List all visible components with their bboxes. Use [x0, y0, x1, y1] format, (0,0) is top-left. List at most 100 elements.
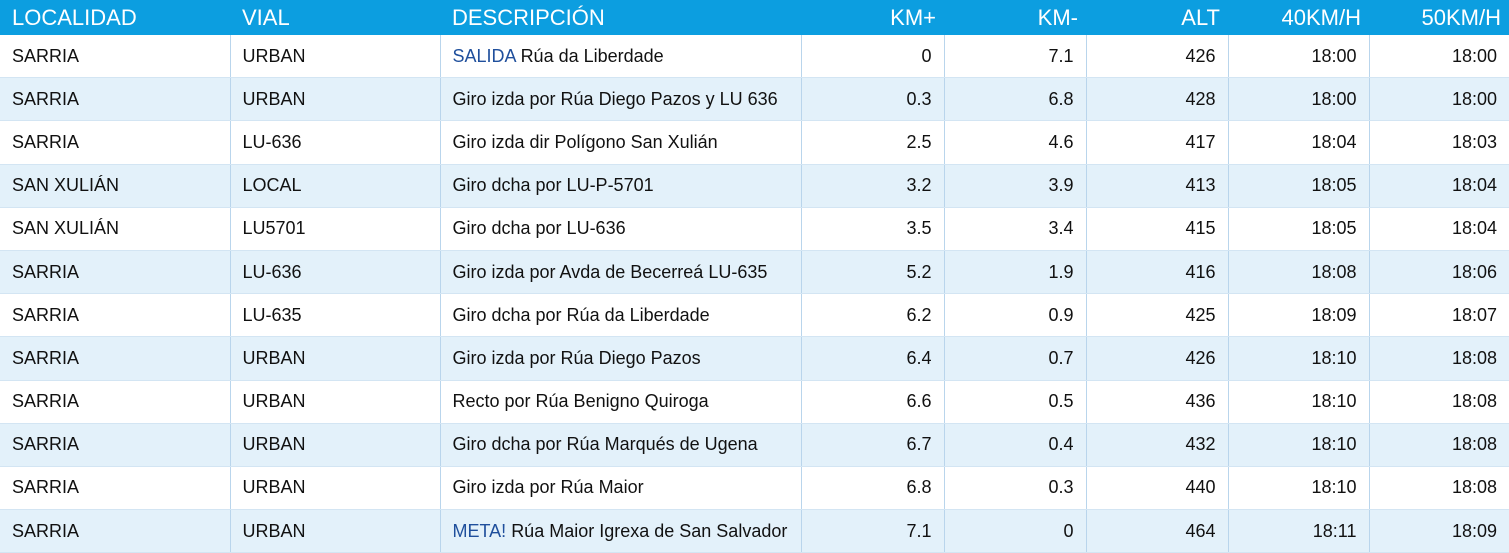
table-cell: 0.3	[943, 466, 1086, 511]
table-cell: 18:10	[1227, 466, 1369, 511]
table-cell: 426	[1085, 336, 1228, 381]
table-cell: URBAN	[229, 35, 440, 79]
column-header: KM+	[801, 0, 944, 35]
table-cell: 0.7	[943, 336, 1086, 381]
column-header: VIAL	[230, 0, 440, 35]
description-text: Giro dcha por LU-P-5701	[452, 175, 654, 196]
table-cell: 18:05	[1227, 164, 1369, 208]
table-cell: 1.9	[943, 250, 1086, 295]
table-cell: 3.9	[943, 164, 1086, 208]
table-cell: 3.5	[800, 207, 944, 251]
table-cell: 416	[1085, 250, 1228, 295]
table-cell: 18:10	[1227, 336, 1369, 381]
table-cell: 3.4	[943, 207, 1086, 251]
table-cell: 432	[1085, 423, 1228, 467]
table-cell: 18:00	[1227, 35, 1369, 79]
table-cell: 18:09	[1368, 509, 1509, 553]
table-row: SARRIA URBAN SALIDA Rúa da Liberdade 0 7.1 42…	[0, 35, 1509, 79]
table-cell: 415	[1085, 207, 1228, 251]
table-row: SARRIA URBAN Giro izda por Rúa Diego Pazos…	[0, 336, 1509, 381]
table-row: SARRIA LU-636 Giro izda dir Polígono San X…	[0, 120, 1509, 165]
table-row: SARRIA URBAN META! Rúa Maior Igrexa de San…	[0, 509, 1509, 553]
table-cell: SARRIA	[0, 250, 230, 295]
description-text: Giro izda por Rúa Maior	[452, 477, 644, 498]
column-header: 40KM/H	[1228, 0, 1369, 35]
description-text: Giro dcha por LU-636	[452, 218, 626, 239]
description-cell: Giro dcha por LU-P-5701	[439, 164, 801, 208]
table-cell: 18:06	[1368, 250, 1509, 295]
table-row: SARRIA URBAN Giro izda por Rúa Diego Pazos…	[0, 77, 1509, 122]
description-text: Giro izda por Rúa Diego Pazos	[452, 347, 701, 368]
description-text: Rúa Maior Igrexa de San Salvador	[511, 520, 788, 541]
column-header: DESCRIPCIÓN	[440, 0, 801, 35]
table-cell: 413	[1085, 164, 1228, 208]
description-cell: Giro izda por Avda de Becerreá LU-635	[439, 250, 801, 295]
table-cell: 4.6	[943, 120, 1086, 165]
column-header: LOCALIDAD	[0, 0, 230, 35]
table-cell: 18:04	[1368, 207, 1509, 251]
table-cell: 6.4	[800, 336, 944, 381]
description-cell: Giro izda por Rúa Diego Pazos	[439, 336, 801, 381]
description-cell: Giro dcha por LU-636	[439, 207, 801, 251]
table-body: SARRIA URBAN SALIDA Rúa da Liberdade 0 7.1 42…	[0, 35, 1509, 553]
description-cell: Giro izda por Rúa Diego Pazos y LU 636	[439, 77, 801, 122]
table-cell: 0.5	[943, 380, 1086, 424]
description-cell: Giro dcha por Rúa da Liberdade	[439, 293, 801, 338]
table-cell: 6.6	[800, 380, 944, 424]
table-cell: 18:08	[1368, 336, 1509, 381]
description-cell: Recto por Rúa Benigno Quiroga	[439, 380, 801, 424]
table-row: SAN XULIÁN LOCAL Giro dcha por LU-P-5701 3.…	[0, 164, 1509, 208]
description-text: Giro dcha por Rúa Marqués de Ugena	[452, 434, 758, 455]
table-cell: 428	[1085, 77, 1228, 122]
table-cell: URBAN	[229, 509, 440, 553]
table-cell: SARRIA	[0, 380, 230, 424]
table-cell: 18:08	[1368, 380, 1509, 424]
highlight-label: SALIDA	[452, 45, 516, 66]
table-cell: 18:10	[1227, 380, 1369, 424]
description-cell: SALIDA Rúa da Liberdade	[439, 35, 801, 79]
table-cell: 3.2	[800, 164, 944, 208]
header-row: LOCALIDAD VIAL DESCRIPCIÓN KM+ KM- ALT 40KM/H 5…	[0, 0, 1509, 35]
table-cell: URBAN	[229, 336, 440, 381]
table-cell: 6.8	[943, 77, 1086, 122]
description-text: Giro dcha por Rúa da Liberdade	[452, 304, 710, 325]
table-cell: 18:08	[1227, 250, 1369, 295]
table-cell: 18:03	[1368, 120, 1509, 165]
table-cell: 18:00	[1368, 35, 1509, 79]
table-cell: 0.9	[943, 293, 1086, 338]
table-cell: SARRIA	[0, 509, 230, 553]
table-cell: LU-636	[229, 120, 440, 165]
column-header: ALT	[1086, 0, 1228, 35]
table-cell: SARRIA	[0, 293, 230, 338]
table-cell: SARRIA	[0, 466, 230, 511]
table-cell: 425	[1085, 293, 1228, 338]
table-row: SARRIA URBAN Giro izda por Rúa Maior 6.8 0.3…	[0, 466, 1509, 511]
table-cell: 18:00	[1368, 77, 1509, 122]
table-cell: 0.3	[800, 77, 944, 122]
table-cell: LU5701	[229, 207, 440, 251]
table-cell: 18:11	[1227, 509, 1369, 553]
table-cell: 5.2	[800, 250, 944, 295]
table-cell: 6.7	[800, 423, 944, 467]
table-cell: 18:04	[1368, 164, 1509, 208]
table-cell: URBAN	[229, 423, 440, 467]
table-cell: SAN XULIÁN	[0, 207, 230, 251]
table-cell: SAN XULIÁN	[0, 164, 230, 208]
table-cell: URBAN	[229, 466, 440, 511]
table-row: SARRIA LU-635 Giro dcha por Rúa da Liberda…	[0, 293, 1509, 338]
table-cell: 440	[1085, 466, 1228, 511]
table-cell: SARRIA	[0, 120, 230, 165]
description-cell: Giro dcha por Rúa Marqués de Ugena	[439, 423, 801, 467]
table-cell: 7.1	[943, 35, 1086, 79]
table-cell: 417	[1085, 120, 1228, 165]
table-row: SARRIA LU-636 Giro izda por Avda de Becerr…	[0, 250, 1509, 295]
description-text: Giro izda por Rúa Diego Pazos y LU 636	[452, 88, 778, 109]
table-cell: 0.4	[943, 423, 1086, 467]
column-header: KM-	[944, 0, 1086, 35]
table-cell: LU-635	[229, 293, 440, 338]
table-cell: 18:10	[1227, 423, 1369, 467]
table-cell: 426	[1085, 35, 1228, 79]
table-cell: SARRIA	[0, 35, 230, 79]
